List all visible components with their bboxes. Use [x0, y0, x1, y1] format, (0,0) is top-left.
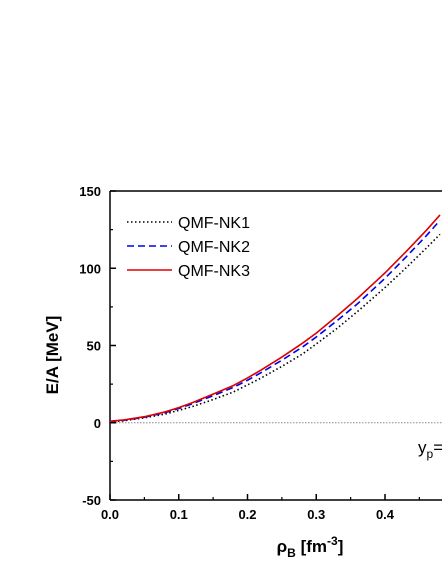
y-tick-label: -50 — [82, 493, 101, 508]
annotation-main: y — [418, 438, 427, 457]
y-axis-label: E/A [MeV] — [43, 316, 62, 395]
x-tick-label: 0.1 — [170, 507, 188, 522]
x-axis-label-sub: B — [287, 546, 296, 560]
y-tick-label: 0 — [94, 416, 101, 431]
legend-label-qmf-nk3: QMF-NK3 — [178, 263, 250, 280]
x-axis-label-sup: -3 — [327, 534, 338, 548]
annotation-tail: = — [433, 438, 442, 457]
x-tick-label: 0.0 — [101, 507, 119, 522]
series-line-qmf-nk1 — [110, 233, 441, 423]
series-line-qmf-nk2 — [110, 219, 441, 423]
legend-label-qmf-nk1: QMF-NK1 — [178, 215, 250, 232]
annotation-text: yp= — [418, 438, 442, 461]
y-tick-label: 150 — [79, 184, 101, 199]
x-axis-label-close: ] — [338, 537, 344, 556]
annotation-sub: p — [427, 447, 434, 461]
legend-label-qmf-nk2: QMF-NK2 — [178, 239, 250, 256]
x-tick-label: 0.2 — [238, 507, 256, 522]
x-axis-label: ρB [fm-3] — [277, 534, 344, 560]
x-tick-label: 0.4 — [376, 507, 395, 522]
series-line-qmf-nk3 — [110, 214, 441, 422]
x-axis-label-main: ρ — [277, 537, 288, 556]
x-axis-label-unit: [fm — [296, 537, 327, 556]
x-tick-label: 0.3 — [307, 507, 325, 522]
y-tick-label: 50 — [87, 339, 101, 354]
y-tick-label: 100 — [79, 261, 101, 276]
